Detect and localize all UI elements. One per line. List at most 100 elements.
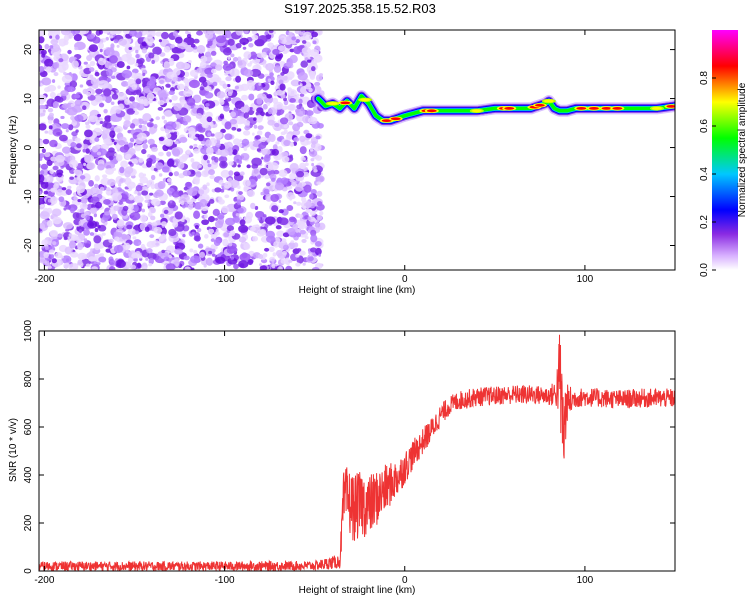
heatmap-cell: [203, 263, 207, 268]
heatmap-cell: [296, 170, 305, 178]
heatmap-cell: [49, 139, 58, 148]
heatmap-cell: [193, 249, 198, 255]
heatmap-cell: [60, 90, 69, 97]
heatmap-cell: [233, 138, 241, 146]
heatmap-cell: [128, 147, 136, 156]
heatmap-cell: [74, 93, 81, 99]
heatmap-cell: [232, 149, 238, 156]
heatmap-cell: [290, 240, 295, 244]
heatmap-cell: [108, 147, 115, 153]
heatmap-cell: [134, 62, 139, 67]
heatmap-cell: [129, 212, 141, 221]
heatmap-cell: [253, 124, 258, 129]
heatmap-cell: [263, 154, 271, 162]
heatmap-cell: [50, 254, 55, 259]
heatmap-cell: [223, 181, 232, 189]
heatmap-cell: [158, 236, 164, 242]
heatmap-cell: [305, 133, 313, 139]
heatmap-cell: [186, 149, 191, 155]
heatmap-cell: [252, 107, 256, 112]
heatmap-cell: [124, 166, 134, 175]
heatmap-cell: [158, 173, 163, 177]
heatmap-cell: [129, 137, 135, 143]
heatmap-cell: [222, 238, 229, 247]
heatmap-cell: [98, 256, 107, 263]
snr-y-tick-label: 600: [23, 418, 34, 435]
heatmap-cell: [119, 166, 125, 174]
heatmap-cell: [154, 189, 164, 197]
heatmap-cell: [97, 163, 105, 171]
heatmap-cell: [177, 161, 185, 169]
heatmap-cell: [219, 149, 229, 157]
heatmap-cell: [270, 193, 279, 203]
heatmap-cell: [273, 101, 284, 110]
heatmap-cell: [99, 120, 104, 125]
heatmap-cell: [295, 262, 301, 267]
heatmap-cell: [256, 52, 265, 59]
heatmap-cell: [146, 240, 156, 248]
heatmap-cell: [135, 78, 142, 85]
heatmap-cell: [289, 172, 296, 180]
heatmap-cell: [194, 179, 200, 185]
heatmap-cell: [173, 131, 178, 135]
colorbar-gradient: [712, 30, 738, 270]
heatmap-cell: [146, 121, 154, 128]
ridge-hotspot: [340, 101, 351, 105]
heatmap-cell: [165, 245, 176, 254]
heatmap-cell: [191, 267, 195, 270]
heatmap-cell: [253, 117, 257, 121]
heatmap-cell: [206, 196, 209, 200]
heatmap-cell: [106, 77, 112, 83]
heatmap-cell: [79, 175, 86, 180]
heatmap-cell: [168, 172, 173, 177]
heatmap-cell: [50, 156, 57, 162]
heatmap-cell: [63, 34, 70, 42]
heatmap-cell: [250, 202, 256, 210]
heatmap-cell: [110, 75, 116, 80]
heatmap-cell: [134, 230, 140, 235]
heatmap-cell: [199, 199, 208, 207]
heatmap-cell: [80, 196, 88, 204]
heatmap-cell: [214, 231, 220, 236]
heatmap-cell: [79, 208, 85, 214]
heatmap-cell: [224, 194, 230, 199]
heatmap-cell: [201, 122, 209, 129]
heatmap-cell: [271, 258, 275, 263]
heatmap-cell: [49, 169, 55, 175]
heatmap-cell: [117, 103, 125, 111]
heatmap-cell: [173, 171, 180, 177]
heatmap-cell: [210, 62, 217, 67]
heatmap-cell: [264, 247, 270, 252]
heatmap-cell: [188, 203, 194, 210]
heatmap-cell: [243, 215, 253, 224]
heatmap-cell: [229, 68, 240, 77]
heatmap-cell: [83, 162, 87, 167]
heatmap-cell: [237, 185, 241, 190]
ridge-hotspot: [471, 109, 482, 113]
snr-x-tick-label: -200: [34, 575, 54, 586]
heatmap-cell: [310, 143, 316, 149]
heatmap-cell: [179, 136, 188, 143]
heatmap-cell: [96, 151, 102, 156]
heatmap-cell: [221, 162, 226, 167]
heatmap-cell: [259, 265, 268, 270]
heatmap-cell: [113, 39, 119, 44]
spectrogram-x-tick-label: 100: [577, 274, 594, 285]
heatmap-cell: [138, 241, 142, 246]
heatmap-cell: [310, 157, 315, 162]
heatmap-cell: [44, 43, 50, 50]
heatmap-cell: [129, 123, 136, 129]
heatmap-cell: [242, 179, 251, 187]
heatmap-cell: [127, 78, 136, 88]
heatmap-cell: [214, 187, 222, 193]
heatmap-cell: [310, 169, 322, 177]
heatmap-cell: [208, 228, 215, 234]
heatmap-cell: [289, 163, 299, 172]
heatmap-cell: [218, 155, 228, 163]
heatmap-cell: [232, 57, 239, 62]
heatmap-cell: [306, 59, 312, 63]
heatmap-cell: [83, 238, 88, 243]
heatmap-cell: [260, 111, 265, 117]
heatmap-cell: [243, 69, 254, 77]
heatmap-cell: [104, 211, 110, 216]
